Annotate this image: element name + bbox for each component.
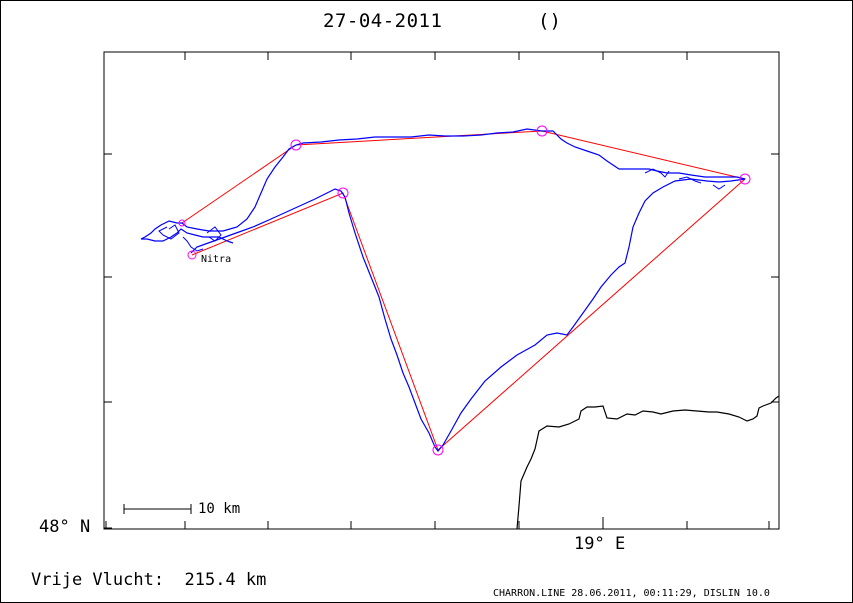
latitude-label: 48° N (39, 517, 91, 537)
flight-distance-label: Vrije Vlucht: 215.4 km (31, 570, 267, 590)
longitude-label: 19° E (574, 534, 626, 554)
scale-bar (123, 504, 192, 514)
title-pilot: () (538, 10, 561, 32)
turnpoint-circle-marker (187, 250, 197, 260)
turnpoint-circle-marker (178, 219, 186, 227)
turnpoint-circle-marker (739, 173, 751, 185)
city-label: Nitra (201, 254, 232, 265)
scale-bar-label: 10 km (198, 501, 241, 517)
turnpoint-circle-marker (536, 125, 548, 137)
turnpoint-circle-marker (337, 187, 349, 199)
x-axis-ticks (105, 517, 770, 529)
y-axis-ticks (104, 153, 112, 529)
country-border (516, 395, 780, 530)
flight-track-detail (158, 168, 726, 252)
footer-credits: CHARRON.LINE 28.06.2011, 00:11:29, DISLI… (493, 588, 770, 599)
plot-frame (103, 51, 780, 530)
turnpoint-circle-marker (290, 139, 302, 151)
turnpoint-markers (178, 125, 751, 456)
y-axis-ticks-right (771, 153, 779, 403)
title-date: 27-04-2011 (323, 10, 443, 32)
x-axis-ticks-top (184, 52, 688, 60)
turnpoint-circle-marker (432, 444, 444, 456)
flight-track (140, 128, 746, 452)
